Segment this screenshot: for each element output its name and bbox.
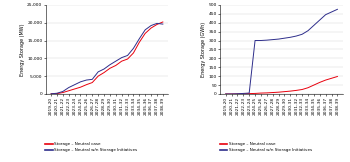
Legend: Storage – Neutral case, Storage – Neutral w/n Storage Initiatives: Storage – Neutral case, Storage – Neutra…	[45, 142, 138, 152]
Y-axis label: Energy Storage (MW): Energy Storage (MW)	[20, 23, 25, 76]
Y-axis label: Energy Storage (GWh): Energy Storage (GWh)	[201, 22, 206, 77]
Legend: Storage – Neutral case, Storage – Neutral w/n Storage Initiatives: Storage – Neutral case, Storage – Neutra…	[220, 142, 312, 152]
